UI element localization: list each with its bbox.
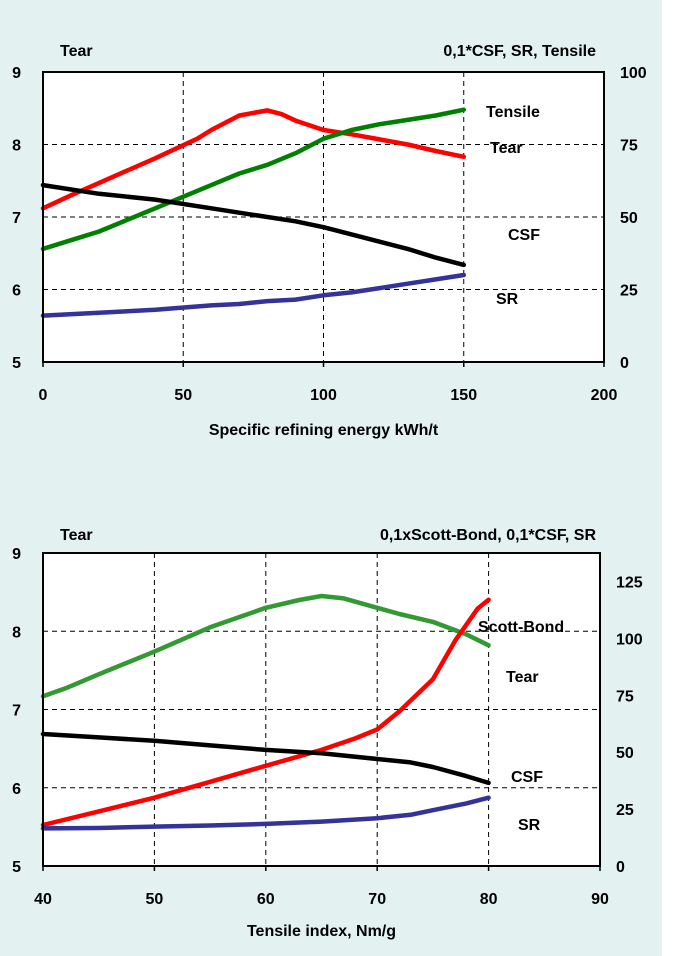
- x-tick-label: 80: [480, 891, 498, 908]
- right-axis-label: 0,1*CSF, SR, Tensile: [443, 43, 596, 60]
- y-left-tick-label: 5: [12, 355, 21, 372]
- x-tick-label: 200: [591, 387, 618, 404]
- series-label: Tear: [506, 669, 539, 686]
- x-axis-label: Tensile index, Nm/g: [247, 923, 396, 940]
- series-tear: [40, 593, 491, 699]
- x-tick-label: 50: [146, 891, 164, 908]
- y-left-tick-label: 5: [12, 859, 21, 876]
- y-right-tick-label: 25: [620, 283, 638, 300]
- x-axis-label: Specific refining energy kWh/t: [209, 422, 439, 439]
- x-tick-label: 0: [39, 387, 48, 404]
- x-tick-label: 50: [174, 387, 192, 404]
- y-left-tick-label: 6: [12, 781, 21, 798]
- series-label: Scott-Bond: [478, 619, 564, 636]
- series-csf: [40, 731, 491, 786]
- series-label: CSF: [511, 769, 543, 786]
- x-tick-label: 60: [257, 891, 275, 908]
- series-label: Tensile: [486, 104, 540, 121]
- y-right-tick-label: 50: [620, 210, 638, 227]
- y-right-tick-label: 75: [620, 138, 638, 155]
- y-right-tick-label: 0: [616, 859, 625, 876]
- y-right-tick-label: 100: [620, 65, 647, 82]
- left-axis-label: Tear: [60, 43, 93, 60]
- y-right-tick-label: 50: [616, 745, 634, 762]
- series-scott-bond: [40, 597, 491, 828]
- y-left-tick-label: 8: [12, 624, 21, 641]
- chart-1: [40, 71, 605, 367]
- series-label: SR: [496, 291, 519, 308]
- y-left-tick-label: 8: [12, 138, 21, 155]
- plot-frame: [42, 552, 601, 867]
- x-tick-label: 90: [591, 891, 609, 908]
- series-tear: [40, 108, 467, 211]
- chart-2: [40, 552, 601, 871]
- y-right-tick-label: 0: [620, 355, 629, 372]
- series-csf: [40, 182, 467, 268]
- y-left-tick-label: 7: [12, 210, 21, 227]
- y-right-tick-label: 100: [616, 631, 643, 648]
- series-sr: [40, 795, 491, 831]
- y-left-tick-label: 7: [12, 703, 21, 720]
- y-right-tick-label: 25: [616, 802, 634, 819]
- x-tick-label: 40: [34, 891, 52, 908]
- y-left-tick-label: 9: [12, 65, 21, 82]
- y-left-tick-label: 6: [12, 283, 21, 300]
- series-tensile: [40, 107, 467, 252]
- x-tick-label: 150: [450, 387, 477, 404]
- series-label: SR: [518, 817, 541, 834]
- y-right-tick-label: 75: [616, 688, 634, 705]
- x-tick-label: 100: [310, 387, 337, 404]
- y-left-tick-label: 9: [12, 546, 21, 563]
- left-axis-label: Tear: [60, 527, 93, 544]
- x-tick-label: 70: [368, 891, 386, 908]
- series-label: Tear: [490, 140, 523, 157]
- series-sr: [40, 272, 467, 318]
- y-right-tick-label: 125: [616, 574, 643, 591]
- series-label: CSF: [508, 227, 540, 244]
- right-axis-label: 0,1xScott-Bond, 0,1*CSF, SR: [380, 527, 596, 544]
